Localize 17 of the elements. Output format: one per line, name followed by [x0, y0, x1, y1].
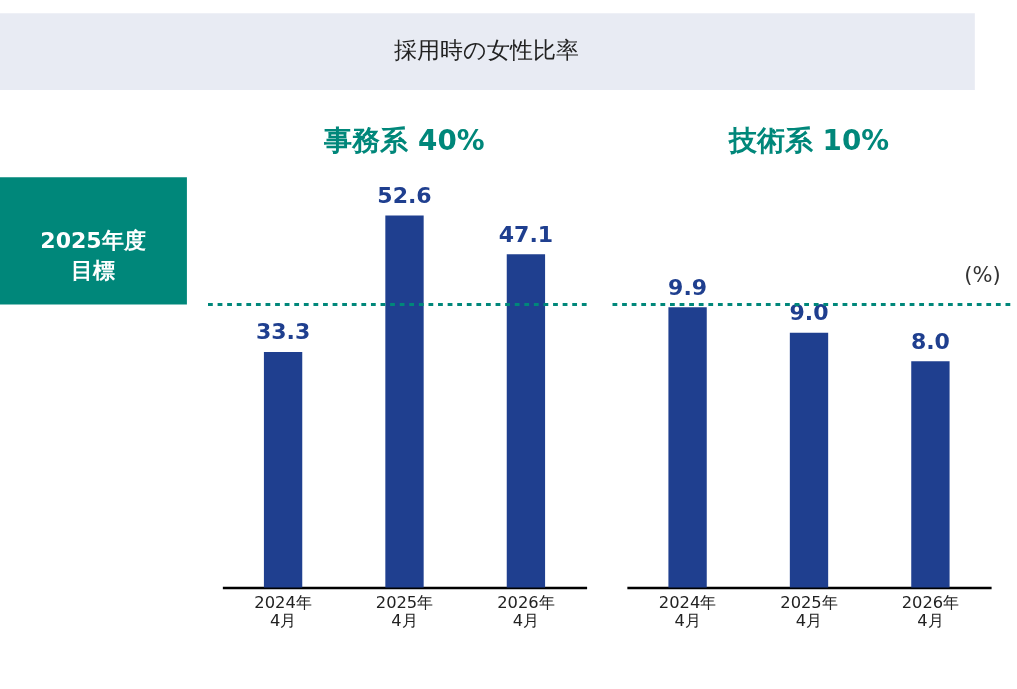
chart-title: 事務系 40%	[323, 124, 485, 158]
ref-line-label: 2025年度目標	[40, 227, 146, 284]
data-label: 9.9	[668, 274, 708, 300]
x-tick-label: 2024年 4月	[254, 593, 312, 631]
data-label: 9.0	[789, 300, 829, 326]
data-label: 8.0	[910, 328, 950, 354]
text: (%)	[964, 262, 1001, 288]
text: 採用時の女性比率	[394, 37, 580, 64]
data-label: 52.6	[377, 182, 432, 208]
chart-title: 技術系 10%	[727, 124, 890, 158]
data-label: 47.1	[498, 221, 554, 247]
x-tick-label: 2025年 4月	[375, 593, 434, 631]
x-tick-label: 2026年 4月	[497, 593, 555, 631]
x-tick-label: 2026年 4月	[901, 593, 960, 631]
x-tick-label: 2025年 4月	[780, 593, 838, 631]
data-label: 33.3	[255, 319, 311, 345]
x-tick-label: 2024年 4月	[658, 593, 717, 631]
